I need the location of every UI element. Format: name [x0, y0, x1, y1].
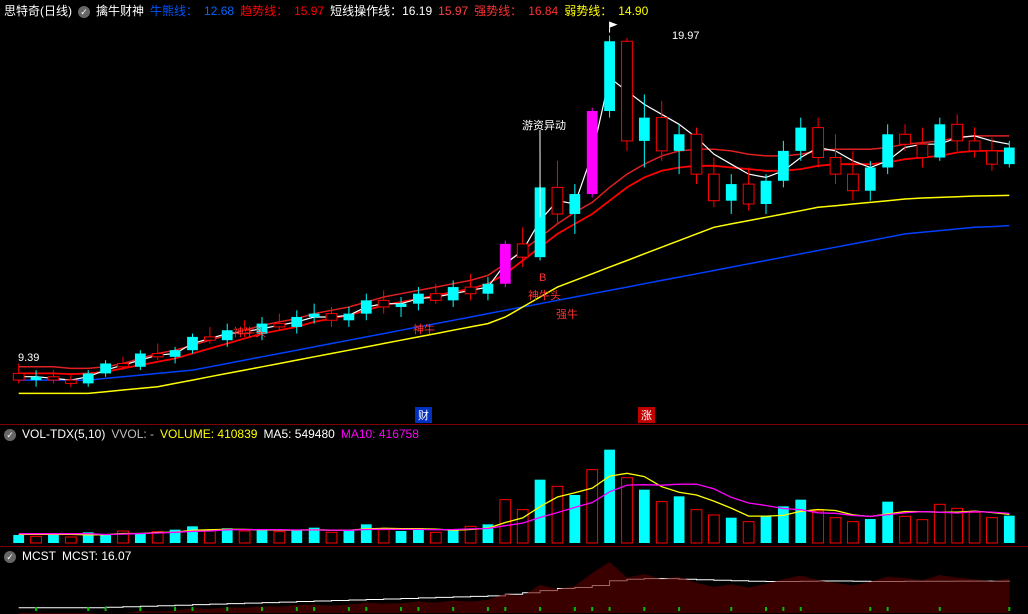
- volume-panel: ✓VOL-TDX(5,10)VVOL: -VOLUME: 410839MA5: …: [0, 424, 1028, 545]
- price-label: 神牛头: [528, 287, 561, 303]
- price-label: B: [539, 272, 546, 284]
- price-label: 强牛: [556, 306, 578, 322]
- marker-badge: 财: [415, 407, 432, 423]
- price-label: 游资异动: [522, 117, 566, 133]
- mcst-chart[interactable]: [0, 547, 1028, 614]
- price-label: 19.97: [672, 30, 700, 42]
- marker-badge: 涨: [638, 407, 655, 423]
- price-label: 9.39: [18, 352, 39, 364]
- price-chart[interactable]: [0, 0, 1028, 405]
- price-label: 神牛头: [233, 324, 266, 340]
- volume-chart[interactable]: [0, 425, 1028, 545]
- mcst-panel: ✓MCSTMCST: 16.07: [0, 546, 1028, 614]
- price-panel: 思特奇(日线)✓擒牛财神牛熊线：12.68趋势线：15.97短线操作线：16.1…: [0, 0, 1028, 405]
- price-label: 神牛: [413, 321, 435, 337]
